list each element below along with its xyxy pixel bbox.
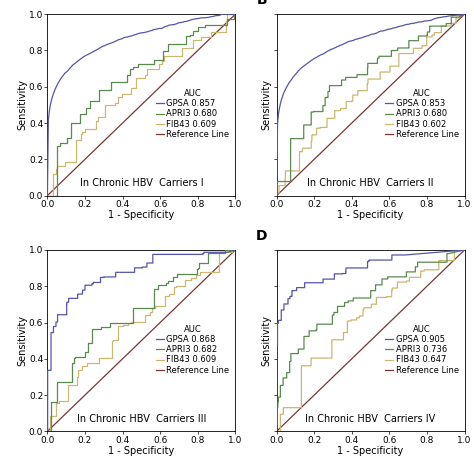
Legend: GPSA 0.853, APRI3 0.680, FIB43 0.602, Reference Line: GPSA 0.853, APRI3 0.680, FIB43 0.602, Re… [383, 87, 460, 141]
X-axis label: 1 - Specificity: 1 - Specificity [108, 446, 174, 456]
Text: In Chronic HBV  Carriers I: In Chronic HBV Carriers I [80, 178, 203, 188]
X-axis label: 1 - Specificity: 1 - Specificity [337, 446, 404, 456]
Y-axis label: Sensitivity: Sensitivity [261, 315, 271, 366]
Legend: GPSA 0.905, APRI3 0.736, FIB43 0.647, Reference Line: GPSA 0.905, APRI3 0.736, FIB43 0.647, Re… [383, 323, 460, 376]
Text: In Chronic HBV  Carriers II: In Chronic HBV Carriers II [307, 178, 434, 188]
X-axis label: 1 - Specificity: 1 - Specificity [108, 210, 174, 220]
Text: B: B [256, 0, 267, 7]
Y-axis label: Sensitivity: Sensitivity [261, 80, 271, 130]
Text: D: D [256, 229, 267, 243]
Y-axis label: Sensitivity: Sensitivity [18, 80, 27, 130]
Text: In Chronic HBV  Carriers IV: In Chronic HBV Carriers IV [305, 414, 436, 424]
Legend: GPSA 0.857, APRI3 0.680, FIB43 0.609, Reference Line: GPSA 0.857, APRI3 0.680, FIB43 0.609, Re… [154, 87, 231, 141]
Y-axis label: Sensitivity: Sensitivity [18, 315, 27, 366]
Text: In Chronic HBV  Carriers III: In Chronic HBV Carriers III [77, 414, 206, 424]
X-axis label: 1 - Specificity: 1 - Specificity [337, 210, 404, 220]
Legend: GPSA 0.868, APRI3 0.682, FIB43 0.609, Reference Line: GPSA 0.868, APRI3 0.682, FIB43 0.609, Re… [154, 323, 231, 376]
